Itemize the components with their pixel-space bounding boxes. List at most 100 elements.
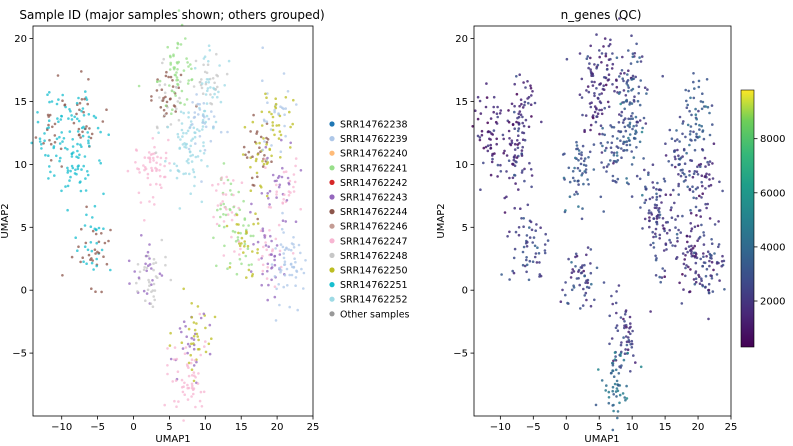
left-scatter-point (187, 116, 190, 119)
left-scatter-point (277, 283, 281, 286)
left-scatter-point (191, 384, 194, 388)
right-scatter-point (577, 159, 580, 162)
left-scatter-point (143, 265, 146, 269)
left-scatter-point (279, 105, 282, 108)
right-scatter-point (496, 175, 499, 178)
left-scatter-point (223, 84, 226, 87)
right-scatter-point (580, 153, 583, 157)
right-scatter-point (628, 133, 632, 136)
left-scatter-point (203, 70, 207, 74)
right-scatter-point (559, 300, 563, 304)
right-scatter-point (589, 68, 592, 71)
left-scatter-point (171, 85, 175, 88)
left-scatter-point (164, 104, 168, 107)
right-scatter-point (625, 340, 629, 344)
left-scatter-point (283, 260, 287, 264)
right-scatter-point (642, 157, 645, 160)
right-scatter-point (573, 193, 576, 196)
right-scatter-point (696, 186, 699, 189)
left-scatter-point (292, 190, 296, 193)
left-scatter-point (182, 287, 185, 291)
right-scatter-point (515, 120, 518, 124)
left-scatter-point (93, 248, 97, 251)
right-scatter-point (687, 245, 691, 248)
left-scatter-point (102, 255, 105, 258)
right-scatter-point (623, 71, 626, 75)
left-scatter-point (214, 87, 217, 91)
colorbar-tick-label: 6000 (760, 188, 785, 199)
right-scatter-point (522, 81, 525, 84)
right-scatter-point (578, 169, 582, 172)
legend-marker (329, 121, 335, 127)
right-scatter-point (622, 135, 625, 138)
right-x-axis-ticks: −10 −5 0 5 10 15 20 25 (490, 416, 737, 433)
right-scatter-point (615, 180, 618, 184)
left-scatter-point (70, 255, 74, 259)
left-scatter-point (205, 114, 209, 118)
right-scatter-point (513, 156, 516, 159)
right-scatter-point (476, 117, 480, 121)
left-scatter-point (191, 137, 195, 141)
right-scatter-point (676, 214, 680, 218)
left-scatter-point (207, 81, 211, 84)
left-scatter-point (40, 147, 43, 150)
right-scatter-point (631, 117, 634, 120)
right-scatter-point (561, 288, 564, 292)
left-scatter-point (78, 108, 81, 112)
left-scatter-point (79, 136, 82, 139)
left-scatter-point (277, 185, 281, 189)
left-scatter-point (172, 90, 176, 94)
right-scatter-point (629, 343, 632, 346)
right-scatter-point (678, 140, 681, 143)
right-scatter-point (569, 276, 573, 279)
right-scatter-point (579, 266, 583, 269)
right-scatter-point (577, 277, 580, 280)
right-scatter-point (525, 270, 528, 274)
left-scatter-point (271, 248, 275, 251)
right-scatter-point (600, 161, 603, 164)
left-scatter-point (216, 208, 219, 212)
left-scatter-point (77, 119, 81, 123)
right-scatter-point (640, 55, 644, 58)
left-scatter-point (207, 60, 210, 63)
left-scatter-point (61, 140, 64, 143)
right-scatter-point (630, 34, 633, 37)
left-scatter-point (186, 61, 189, 64)
right-scatter-point (615, 154, 619, 157)
left-scatter-point (222, 254, 226, 257)
left-scatter-point (136, 263, 140, 266)
left-scatter-point (85, 213, 88, 217)
right-scatter-point (496, 115, 500, 119)
left-scatter-point (60, 131, 63, 134)
right-scatter-point (612, 151, 616, 155)
right-scatter-point (625, 82, 628, 85)
right-scatter-point (655, 187, 658, 191)
right-scatter-point (612, 159, 616, 163)
right-scatter-point (702, 255, 705, 258)
left-scatter-point (163, 175, 166, 179)
left-scatter-point (160, 88, 164, 91)
right-scatter-point (479, 112, 483, 115)
right-scatter-point (658, 194, 662, 198)
right-scatter-point (503, 196, 507, 200)
left-scatter-point (167, 75, 170, 79)
right-scatter-point (510, 141, 514, 145)
right-scatter-point (513, 154, 517, 157)
right-scatter-point (695, 170, 699, 173)
right-scatter-point (650, 213, 654, 216)
left-scatter-point (169, 123, 173, 126)
left-scatter-point (261, 272, 264, 276)
right-scatter-point (628, 125, 631, 129)
left-scatter-point (99, 161, 102, 165)
right-scatter-point (639, 79, 642, 82)
left-scatter-point (262, 162, 266, 166)
left-scatter-point (223, 244, 226, 248)
left-scatter-point (263, 140, 266, 143)
left-scatter-point (95, 241, 98, 245)
legend-label: SRR14762243 (340, 193, 408, 204)
left-scatter-point (47, 119, 51, 122)
left-scatter-point (216, 204, 220, 207)
right-scatter-point (701, 192, 704, 195)
right-scatter-point (612, 403, 615, 407)
left-scatter-point (155, 125, 159, 129)
